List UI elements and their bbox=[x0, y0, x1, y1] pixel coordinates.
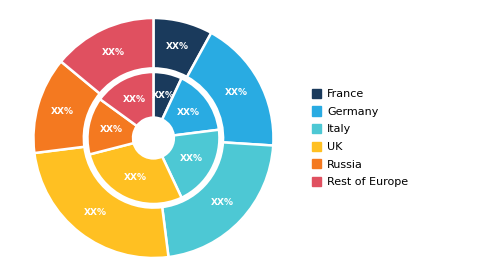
Legend: France, Germany, Italy, UK, Russia, Rest of Europe: France, Germany, Italy, UK, Russia, Rest… bbox=[312, 89, 408, 187]
Wedge shape bbox=[162, 130, 219, 198]
Wedge shape bbox=[34, 62, 100, 153]
Wedge shape bbox=[34, 147, 168, 258]
Text: XX%: XX% bbox=[122, 95, 146, 104]
Wedge shape bbox=[162, 78, 219, 136]
Wedge shape bbox=[153, 72, 182, 120]
Text: XX%: XX% bbox=[51, 107, 74, 116]
Text: XX%: XX% bbox=[211, 198, 234, 207]
Wedge shape bbox=[90, 143, 182, 204]
Text: XX%: XX% bbox=[177, 108, 200, 117]
Wedge shape bbox=[61, 18, 153, 94]
Wedge shape bbox=[88, 99, 137, 154]
Text: XX%: XX% bbox=[101, 48, 125, 57]
Text: XX%: XX% bbox=[99, 125, 123, 134]
Wedge shape bbox=[162, 142, 273, 257]
Wedge shape bbox=[100, 72, 153, 126]
Text: XX%: XX% bbox=[124, 172, 147, 182]
Text: XX%: XX% bbox=[84, 208, 107, 217]
Text: XX%: XX% bbox=[165, 42, 189, 51]
Text: XX%: XX% bbox=[225, 88, 248, 97]
Text: XX%: XX% bbox=[151, 91, 174, 100]
Wedge shape bbox=[187, 33, 273, 145]
Wedge shape bbox=[153, 18, 211, 77]
Text: XX%: XX% bbox=[180, 154, 203, 163]
